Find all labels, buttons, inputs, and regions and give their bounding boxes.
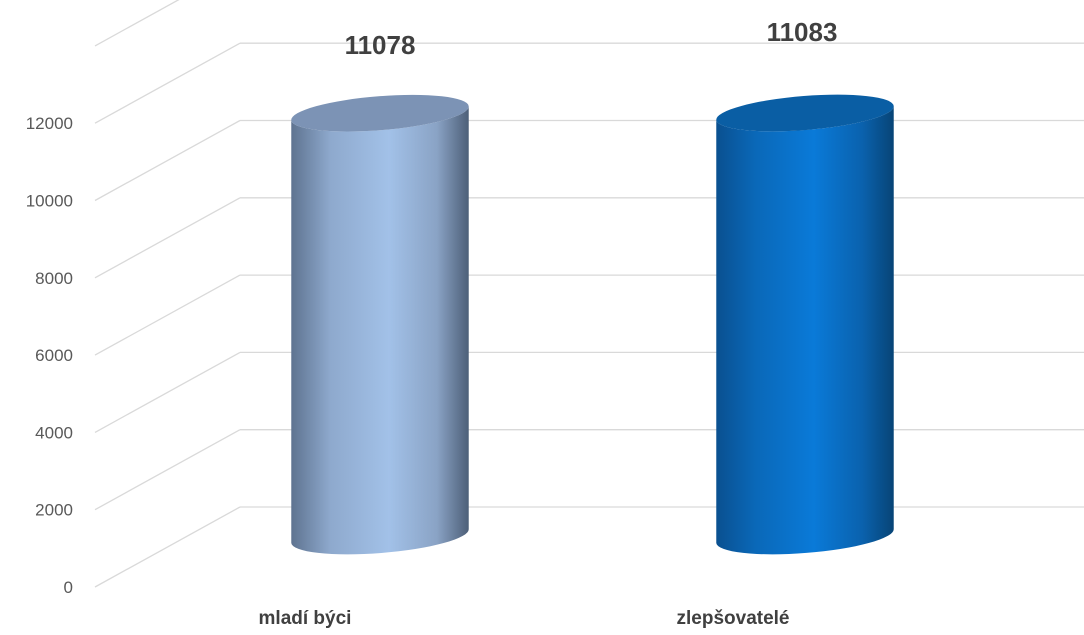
- bar-body: [291, 106, 469, 555]
- gridline-diagonal: [94, 197, 241, 279]
- x-tick-label: zlepšovatelé: [677, 608, 790, 629]
- y-tick-label: 4000: [35, 423, 73, 442]
- gridline-diagonal: [94, 119, 241, 202]
- gridlines: [94, 0, 1084, 588]
- gridline-diagonal: [94, 506, 241, 588]
- y-tick-label: 12000: [26, 114, 73, 133]
- y-axis: 0 2000 4000 6000 8000 10000 12000: [26, 114, 73, 597]
- y-tick-label: 6000: [35, 346, 73, 365]
- gridline-diagonal: [94, 429, 241, 511]
- data-label: 11078: [345, 30, 416, 60]
- y-tick-label: 8000: [35, 269, 73, 288]
- labels: 11078 mladí býci 11083 zlepšovatelé: [259, 17, 838, 629]
- bar-1: [291, 94, 469, 555]
- gridline-diagonal: [94, 42, 241, 124]
- bar-top: [716, 94, 894, 132]
- gridline-diagonal: [94, 351, 241, 433]
- y-tick-label: 10000: [26, 192, 73, 211]
- bar-body: [716, 106, 894, 555]
- y-tick-label: 0: [64, 578, 73, 597]
- bar-top: [291, 94, 469, 132]
- gridline-diagonal: [94, 274, 241, 356]
- x-tick-label: mladí býci: [259, 608, 352, 629]
- bar-2: [716, 94, 894, 555]
- data-label: 11083: [767, 17, 838, 47]
- gridline-diagonal: [94, 0, 180, 47]
- y-tick-label: 2000: [35, 501, 73, 520]
- bars: [291, 94, 894, 555]
